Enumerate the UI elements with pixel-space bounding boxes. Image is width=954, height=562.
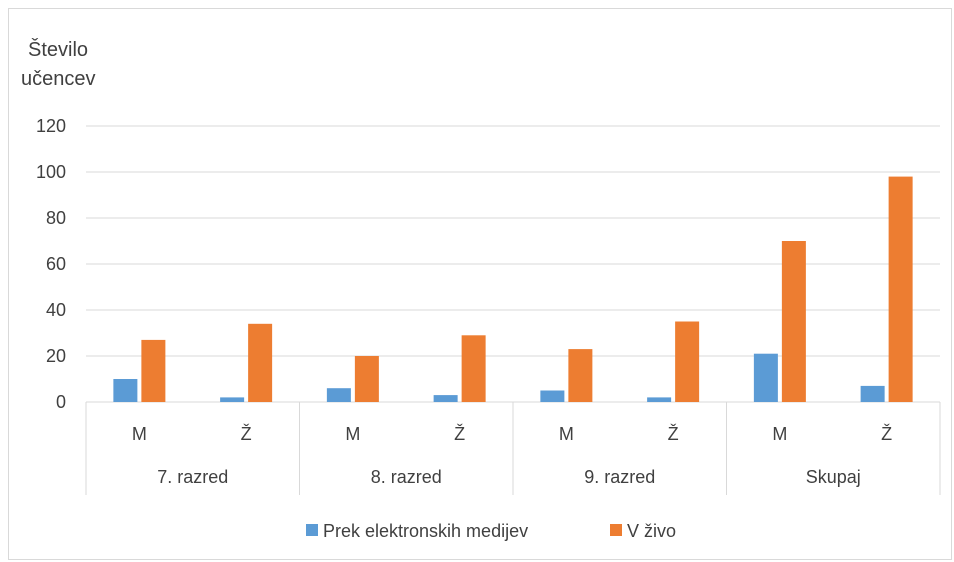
legend-entry-label: Prek elektronskih medijev xyxy=(323,521,528,541)
bar xyxy=(540,390,565,402)
y-tick-label: 40 xyxy=(46,300,66,320)
bar xyxy=(860,385,885,402)
bar xyxy=(781,241,806,402)
x-category-label: Ž xyxy=(881,424,892,444)
x-axis: M Ž M Ž M Ž M Ž 7. razred 8. razred 9. razred Skupa… xyxy=(85,402,941,495)
x-group-label: 9. razred xyxy=(584,467,655,487)
x-group-label: 8. razred xyxy=(371,467,442,487)
bar xyxy=(141,339,166,402)
y-axis-label-line-1: Število xyxy=(28,38,88,61)
bar xyxy=(248,323,273,402)
legend: Prek elektronskih medijev V živo xyxy=(306,521,676,541)
y-axis-label: Število učencev xyxy=(21,38,96,90)
y-axis-label-line-2: učencev xyxy=(21,68,96,90)
x-category-label: Ž xyxy=(241,424,252,444)
bar xyxy=(433,395,458,402)
legend-swatch xyxy=(610,524,622,536)
y-tick-label: 20 xyxy=(46,346,66,366)
bar xyxy=(647,397,672,402)
bar xyxy=(113,379,138,402)
x-category-label: Ž xyxy=(668,424,679,444)
bar xyxy=(568,349,593,402)
x-category-label: M xyxy=(559,424,574,444)
y-tick-label: 60 xyxy=(46,254,66,274)
bar xyxy=(753,353,778,402)
y-tick-label: 80 xyxy=(46,208,66,228)
legend-swatch xyxy=(306,524,318,536)
y-tick-label: 0 xyxy=(56,392,66,412)
bar xyxy=(888,176,913,402)
bar xyxy=(354,356,379,402)
x-category-label: M xyxy=(132,424,147,444)
legend-entry-label: V živo xyxy=(627,521,676,541)
bars xyxy=(113,176,913,402)
bar xyxy=(461,335,486,402)
x-category-label: Ž xyxy=(454,424,465,444)
x-category-label: M xyxy=(772,424,787,444)
bar xyxy=(326,388,351,402)
bar xyxy=(675,321,700,402)
x-group-label: Skupaj xyxy=(806,467,861,487)
y-tick-label: 100 xyxy=(36,162,66,182)
y-axis-ticks: 0 20 40 60 80 100 120 xyxy=(36,116,66,412)
x-category-label: M xyxy=(345,424,360,444)
bar xyxy=(220,397,245,402)
x-group-label: 7. razred xyxy=(157,467,228,487)
gridlines xyxy=(86,125,940,403)
y-tick-label: 120 xyxy=(36,116,66,136)
